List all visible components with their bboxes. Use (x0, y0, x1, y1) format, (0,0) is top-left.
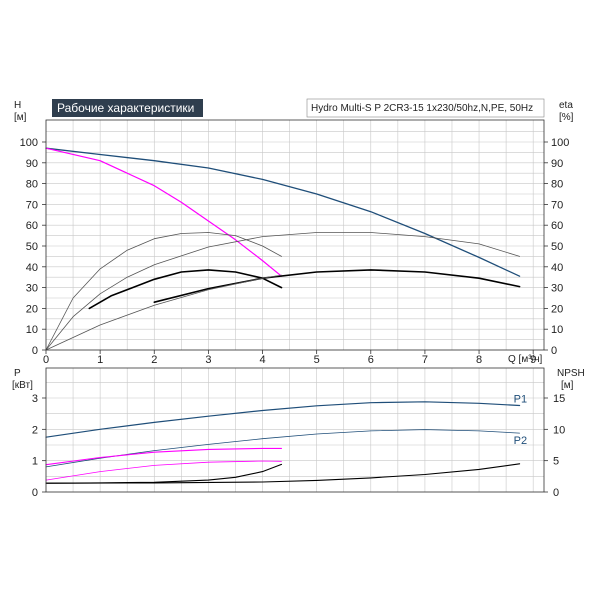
eta-tick-label: 0 (551, 345, 557, 357)
y-tick-label: 10 (26, 324, 38, 336)
series-label-p2: P2 (514, 435, 527, 447)
y-tick-label: 20 (26, 303, 38, 315)
x-tick-label: 0 (43, 354, 49, 366)
y-tick-label: 70 (26, 199, 38, 211)
performance-series-line-3 (88, 269, 283, 310)
series-label-p1: P1 (514, 394, 527, 406)
performance-series-line-1 (45, 147, 283, 277)
eta-tick-label: 30 (551, 283, 563, 295)
chart-title: Рабочие характеристики (57, 101, 194, 115)
x-tick-label: 6 (368, 354, 374, 366)
y-tick-label: 90 (26, 158, 38, 170)
y-tick-label: 80 (26, 179, 38, 191)
x-tick-label: 5 (314, 354, 320, 366)
eta-axis-unit: [%] (559, 112, 574, 123)
power-series: P1 P2 (45, 394, 527, 484)
product-label-box (306, 98, 545, 118)
npsh-tick-label: 5 (553, 456, 559, 468)
npsh-tick-label: 10 (553, 424, 565, 436)
x-tick-label: 2 (151, 354, 157, 366)
eta-tick-label: 70 (551, 199, 563, 211)
npsh-tick-label: 0 (553, 487, 559, 499)
npsh-axis-unit: [м] (561, 380, 574, 391)
eta-tick-label: 10 (551, 324, 563, 336)
power-series-line-0 (45, 401, 521, 438)
p-tick-label: 2 (32, 424, 38, 436)
eta-tick-label: 60 (551, 220, 563, 232)
performance-series-line-0 (45, 147, 521, 277)
p-tick-label: 0 (32, 487, 38, 499)
performance-series-line-6 (45, 274, 282, 351)
eta-tick-label: 90 (551, 158, 563, 170)
eta-tick-label: 100 (551, 137, 569, 149)
h-axis-unit: [м] (14, 112, 27, 123)
y-tick-label: 40 (26, 262, 38, 274)
performance-grid (45, 120, 544, 351)
p-tick-label: 1 (32, 456, 38, 468)
x-tick-label: 4 (259, 354, 265, 366)
performance-frame (45, 119, 545, 351)
x-tick-label: 3 (205, 354, 211, 366)
y-tick-label: 30 (26, 283, 38, 295)
p-tick-label: 3 (32, 393, 38, 405)
performance-series (45, 147, 521, 351)
x-tick-label: 9 (530, 354, 536, 366)
eta-tick-label: 80 (551, 179, 563, 191)
npsh-tick-label: 15 (553, 393, 565, 405)
power-frame (45, 367, 545, 493)
power-axes: 0 1 2 3 0 5 10 15 (32, 367, 565, 499)
eta-tick-label: 40 (551, 262, 563, 274)
performance-series-line-4 (45, 232, 520, 351)
power-series-line-3 (45, 460, 282, 481)
p-axis-symbol: P (14, 368, 21, 379)
y-tick-label: 0 (32, 345, 38, 357)
y-tick-label: 50 (26, 241, 38, 253)
y-tick-label: 100 (20, 137, 38, 149)
power-series-line-5 (45, 463, 521, 484)
h-axis-symbol: H (14, 100, 21, 111)
q-axis-label: Q [м³/ч] (508, 354, 543, 365)
x-tick-label: 8 (476, 354, 482, 366)
eta-axis-symbol: eta (559, 100, 573, 111)
npsh-axis-symbol: NPSH (557, 368, 585, 379)
y-tick-label: 60 (26, 220, 38, 232)
eta-tick-label: 20 (551, 303, 563, 315)
performance-series-line-5 (153, 269, 521, 304)
x-tick-label: 7 (422, 354, 428, 366)
chart-title-background (52, 99, 203, 117)
p-axis-unit: [кВт] (12, 380, 33, 391)
product-label: Hydro Multi-S P 2CR3-15 1x230/50hz,N,PE,… (311, 103, 533, 114)
eta-tick-label: 50 (551, 241, 563, 253)
x-tick-label: 1 (97, 354, 103, 366)
power-series-line-2 (45, 447, 283, 466)
performance-series-line-2 (45, 232, 282, 351)
